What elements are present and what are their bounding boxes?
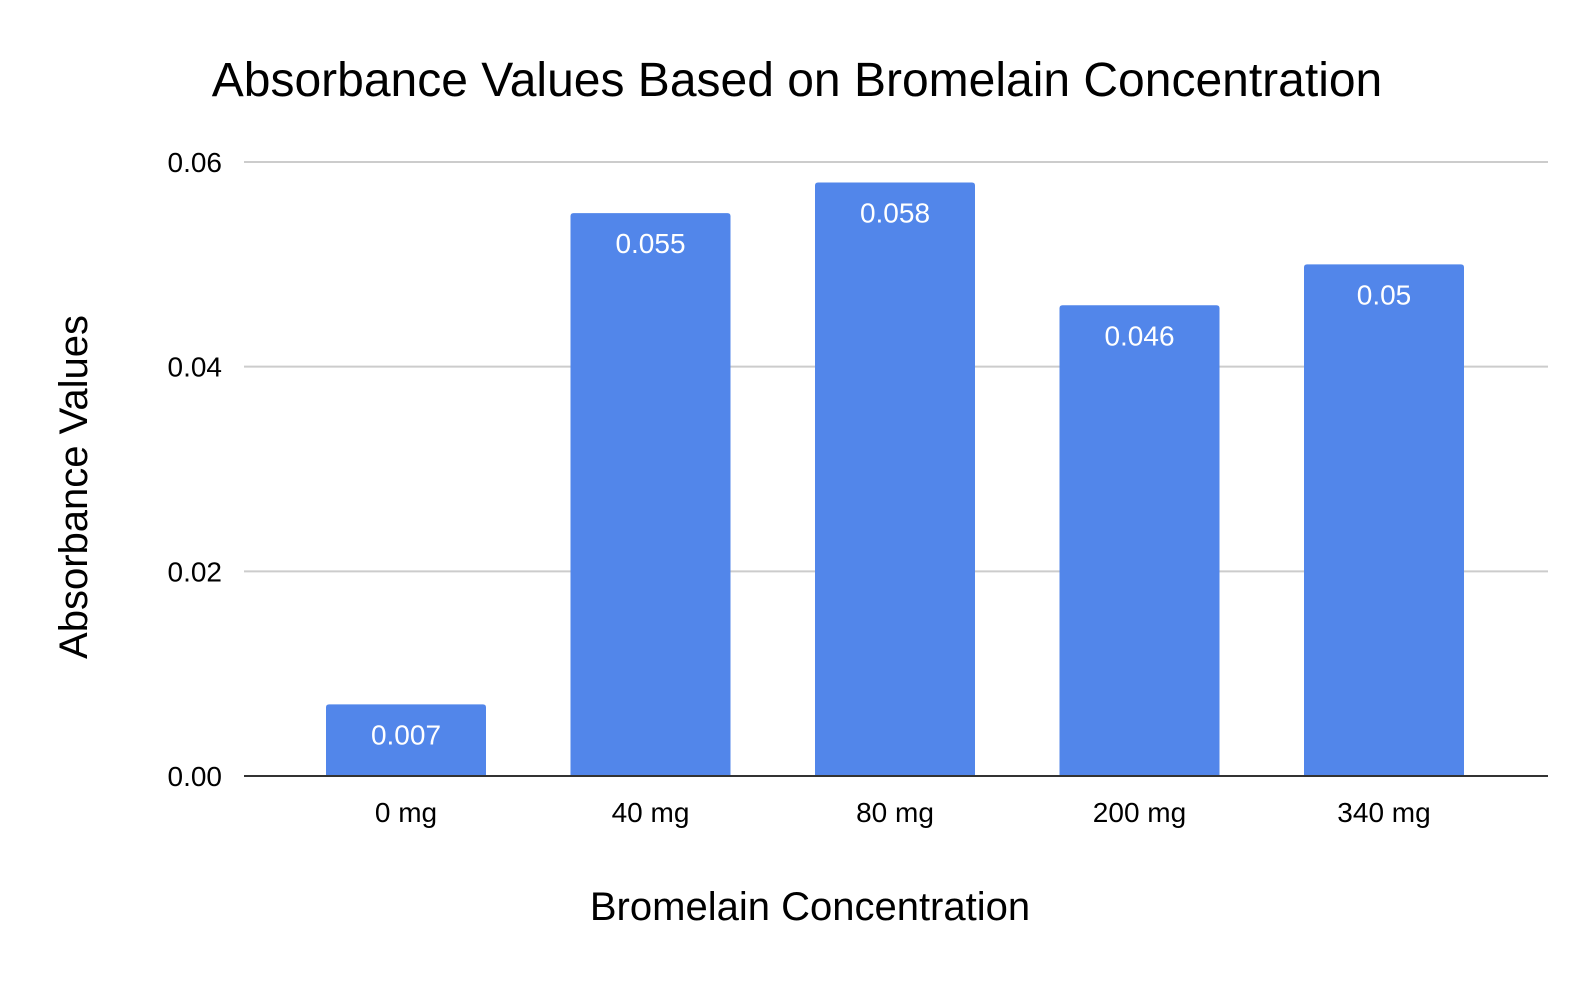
bar [1059,305,1220,776]
data-label: 0.046 [1104,320,1174,351]
x-axis-ticks: 0 mg 40 mg 80 mg 200 mg 340 mg [375,797,1431,828]
x-tick-label: 200 mg [1093,797,1186,828]
y-axis-title: Absorbance Values [52,315,96,659]
x-tick-label: 80 mg [856,797,934,828]
data-label: 0.05 [1357,279,1412,310]
bar [815,182,975,776]
data-label: 0.058 [860,197,930,228]
bar [570,213,731,776]
x-axis-title: Bromelain Concentration [590,885,1030,929]
bar [1304,264,1464,776]
data-label: 0.055 [615,228,685,259]
data-labels: 0.007 0.055 0.058 0.046 0.05 [371,197,1411,750]
x-tick-label: 340 mg [1337,797,1430,828]
y-tick-label: 0.04 [168,352,223,383]
y-tick-label: 0.02 [168,556,223,587]
chart-title: Absorbance Values Based on Bromelain Con… [212,54,1383,107]
y-tick-label: 0.00 [168,761,223,792]
y-tick-label: 0.06 [168,147,223,178]
bars [326,182,1464,776]
data-label: 0.007 [371,719,441,750]
y-axis-ticks: 0.00 0.02 0.04 0.06 [168,147,223,792]
x-tick-label: 0 mg [375,797,437,828]
x-tick-label: 40 mg [612,797,690,828]
bar [326,704,486,776]
